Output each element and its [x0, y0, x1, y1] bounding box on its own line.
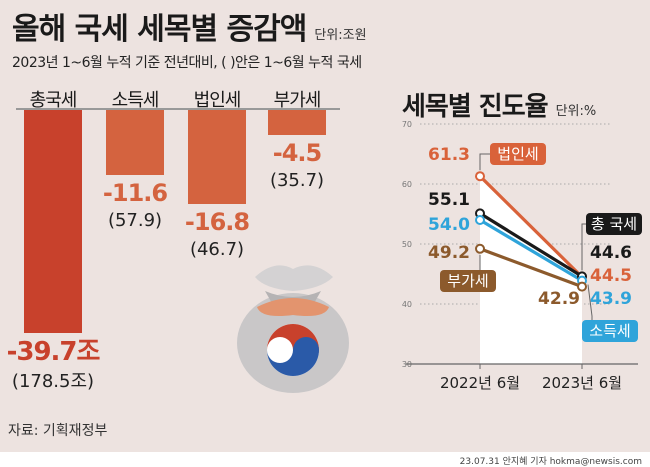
- data-label: 54.0: [428, 215, 470, 235]
- bar-total-label: (178.5조): [11, 371, 95, 393]
- page-title: 올해 국세 세목별 증감액: [12, 12, 307, 47]
- label-connector: [581, 223, 586, 271]
- data-label: 49.2: [428, 243, 470, 263]
- series-line: [479, 218, 583, 282]
- bar-category-label: 법인세: [193, 90, 242, 111]
- header: 올해 국세 세목별 증감액 단위:조원: [12, 4, 367, 48]
- data-label: 61.3: [428, 145, 470, 165]
- bar: [24, 110, 82, 334]
- data-label: 44.6: [590, 243, 632, 263]
- data-label: 44.5: [590, 266, 632, 286]
- data-label: 55.1: [428, 190, 470, 210]
- data-label: 43.9: [590, 289, 632, 309]
- data-point: [475, 243, 485, 254]
- y-tick-label: 40: [402, 300, 412, 309]
- bar-value-label: -39.7조: [6, 337, 101, 368]
- bar-value-label: -11.6: [102, 179, 168, 208]
- y-tick-label: 60: [402, 180, 412, 189]
- line-chart-title: 세목별 진도율: [402, 92, 549, 122]
- bar-total-label: (57.9): [107, 210, 163, 232]
- subtitle: 2023년 1~6월 누적 기준 전년대비, ( )안은 1~6월 누적 국세: [12, 55, 362, 71]
- source: 자료: 기획재정부: [8, 423, 108, 439]
- money-bag-icon: [237, 265, 349, 393]
- series-line: [479, 212, 583, 278]
- y-tick-label: 50: [402, 240, 412, 249]
- bar: [106, 110, 164, 176]
- series-tag: [582, 320, 638, 342]
- bar-value-label: -4.5: [272, 139, 322, 168]
- bar-unit: 단위:조원: [314, 28, 367, 43]
- bar-category-label: 소득세: [111, 90, 160, 111]
- bar-category-label: 총국세: [29, 90, 78, 111]
- series-line: [478, 175, 584, 279]
- bar-category-label: 부가세: [273, 90, 322, 111]
- line-unit: 단위:%: [555, 104, 597, 119]
- series-tag-label: 총 국세: [591, 215, 637, 233]
- credit: 23.07.31 안지혜 기자 hokma@newsis.com: [459, 457, 642, 467]
- series-line: [479, 247, 583, 289]
- highlight-area: [480, 176, 582, 364]
- bar-value-label: -16.8: [184, 208, 250, 237]
- x-tick-label: 2022년 6월: [440, 374, 520, 392]
- series-tag: [440, 270, 496, 292]
- bar-baseline: [16, 108, 340, 110]
- series-tag: [586, 213, 642, 235]
- bar: [268, 110, 326, 136]
- line-chart-header: 세목별 진도율 단위:%: [402, 86, 596, 123]
- data-point: [475, 215, 485, 225]
- series-tag-label: 소득세: [589, 322, 630, 340]
- bar-total-label: (46.7): [189, 239, 245, 261]
- bar-total-label: (35.7): [269, 170, 325, 192]
- series-tag-label: 법인세: [497, 145, 538, 163]
- bar: [188, 110, 246, 205]
- label-connector: [587, 284, 593, 320]
- series-tag: [490, 143, 546, 165]
- y-tick-label: 70: [402, 120, 412, 129]
- label-connector: [479, 153, 490, 171]
- series-tag-label: 부가세: [447, 272, 488, 290]
- data-label: 42.9: [538, 289, 580, 309]
- data-point: [475, 171, 485, 182]
- data-point: [577, 281, 587, 292]
- x-tick-label: 2023년 6월: [542, 374, 622, 392]
